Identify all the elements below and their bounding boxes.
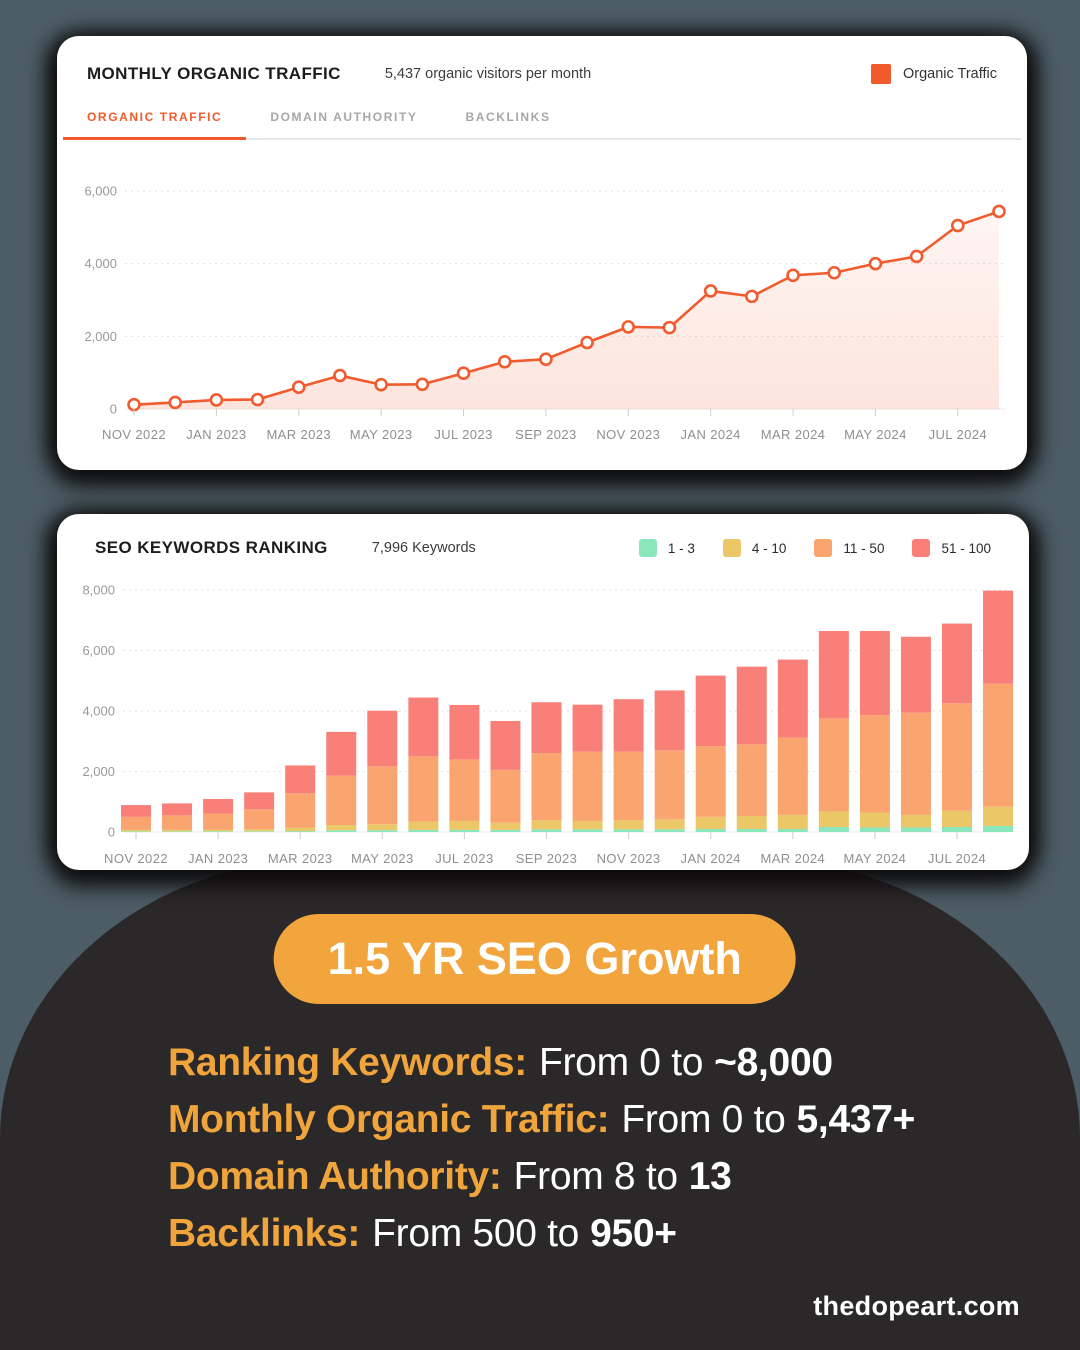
stat-domain-authority: Domain Authority: From 8 to 13: [168, 1148, 915, 1205]
stat-mid: From 8 to: [513, 1155, 678, 1198]
svg-text:JAN 2024: JAN 2024: [681, 851, 741, 866]
stat-ranking-keywords: Ranking Keywords: From 0 to ~8,000: [168, 1034, 915, 1091]
stat-value: 13: [688, 1155, 732, 1198]
legend-label-51-100: 51 - 100: [941, 540, 991, 556]
organic-traffic-legend-label: Organic Traffic: [902, 66, 997, 82]
growth-stats: Ranking Keywords: From 0 to ~8,000 Monthly…: [168, 1034, 915, 1262]
tab-domain-authority[interactable]: DOMAIN AUTHORITY: [270, 110, 418, 124]
svg-text:MAR 2023: MAR 2023: [266, 427, 331, 442]
svg-text:2,000: 2,000: [84, 329, 117, 344]
legend-item-51-100: 51 - 100: [912, 539, 991, 557]
legend-label-4-10: 4 - 10: [751, 540, 787, 556]
svg-text:2,000: 2,000: [82, 764, 115, 779]
svg-text:6,000: 6,000: [82, 643, 115, 658]
swatch-1-3: [638, 539, 657, 557]
stat-monthly-organic-traffic: Monthly Organic Traffic: From 0 to 5,437+: [168, 1091, 915, 1148]
stat-backlinks: Backlinks: From 500 to 950+: [168, 1205, 915, 1262]
organic-traffic-card: MONTHLY ORGANIC TRAFFIC 5,437 organic vi…: [57, 36, 1027, 470]
svg-text:JUL 2023: JUL 2023: [434, 427, 492, 442]
keywords-card-header: SEO KEYWORDS RANKING 7,996 Keywords 1 - …: [57, 514, 1029, 558]
svg-text:MAR 2023: MAR 2023: [268, 851, 333, 866]
svg-text:MAY 2024: MAY 2024: [844, 427, 907, 442]
legend-item-4-10: 4 - 10: [722, 539, 787, 557]
svg-text:MAY 2023: MAY 2023: [351, 851, 414, 866]
svg-text:4,000: 4,000: [84, 256, 117, 271]
svg-text:NOV 2023: NOV 2023: [597, 851, 661, 866]
stat-value: 5,437+: [796, 1098, 916, 1141]
stat-mid: From 500 to: [372, 1212, 580, 1255]
svg-text:SEP 2023: SEP 2023: [516, 851, 578, 866]
svg-text:NOV 2022: NOV 2022: [102, 427, 166, 442]
stat-label: Backlinks:: [168, 1212, 361, 1255]
svg-text:6,000: 6,000: [84, 184, 117, 199]
organic-traffic-swatch: [870, 64, 891, 84]
growth-badge: 1.5 YR SEO Growth: [273, 914, 796, 1004]
traffic-tabs: ORGANIC TRAFFIC DOMAIN AUTHORITY BACKLIN…: [63, 110, 1021, 140]
svg-text:JAN 2023: JAN 2023: [186, 427, 246, 442]
swatch-11-50: [814, 539, 833, 557]
svg-text:MAR 2024: MAR 2024: [761, 427, 826, 442]
traffic-card-subtitle: 5,437 organic visitors per month: [384, 66, 592, 82]
stat-value: 950+: [590, 1212, 677, 1255]
brand-watermark: thedopeart.com: [813, 1291, 1020, 1321]
svg-text:MAY 2024: MAY 2024: [844, 851, 907, 866]
keywords-ranking-card: SEO KEYWORDS RANKING 7,996 Keywords 1 - …: [57, 514, 1029, 870]
svg-text:JUL 2024: JUL 2024: [929, 427, 987, 442]
keywords-legend: 1 - 3 4 - 10 11 - 50 51 - 100: [638, 539, 991, 557]
stat-mid: From 0 to: [621, 1098, 786, 1141]
traffic-legend: Organic Traffic: [870, 64, 997, 84]
stat-label: Monthly Organic Traffic:: [168, 1098, 610, 1141]
svg-text:4,000: 4,000: [82, 704, 115, 719]
traffic-card-header: MONTHLY ORGANIC TRAFFIC 5,437 organic vi…: [57, 36, 1027, 84]
traffic-card-title: MONTHLY ORGANIC TRAFFIC: [87, 64, 341, 83]
svg-text:JUL 2024: JUL 2024: [928, 851, 986, 866]
tab-backlinks[interactable]: BACKLINKS: [465, 110, 551, 124]
legend-label-11-50: 11 - 50: [843, 540, 885, 556]
svg-text:0: 0: [110, 402, 117, 417]
svg-text:SEP 2023: SEP 2023: [515, 427, 577, 442]
svg-text:JAN 2024: JAN 2024: [681, 427, 741, 442]
stat-label: Ranking Keywords:: [168, 1041, 527, 1084]
keywords-stacked-bar-chart: 0 2,000 4,000 6,000 8,000 NOV 2022 JAN 2023 MAR…: [82, 583, 1014, 866]
legend-item-1-3: 1 - 3: [638, 539, 695, 557]
organic-traffic-line-chart: 0 2,000 4,000 6,000 NOV 2022 JAN 2023 MAR 2023…: [84, 184, 1006, 442]
stat-label: Domain Authority:: [168, 1155, 502, 1198]
svg-text:8,000: 8,000: [82, 583, 115, 598]
svg-text:0: 0: [108, 825, 115, 840]
svg-text:JUL 2023: JUL 2023: [435, 851, 493, 866]
svg-text:NOV 2022: NOV 2022: [104, 851, 168, 866]
svg-text:MAY 2023: MAY 2023: [350, 427, 413, 442]
legend-item-11-50: 11 - 50: [814, 539, 884, 557]
svg-text:MAR 2024: MAR 2024: [760, 851, 825, 866]
keywords-card-subtitle: 7,996 Keywords: [371, 540, 476, 556]
swatch-4-10: [722, 539, 741, 557]
svg-text:JAN 2023: JAN 2023: [188, 851, 248, 866]
tab-organic-traffic[interactable]: ORGANIC TRAFFIC: [63, 110, 247, 140]
legend-label-1-3: 1 - 3: [667, 540, 695, 556]
stat-value: ~8,000: [714, 1041, 833, 1084]
keywords-card-title: SEO KEYWORDS RANKING: [95, 538, 328, 557]
stat-mid: From 0 to: [538, 1041, 704, 1084]
svg-text:NOV 2023: NOV 2023: [596, 427, 660, 442]
swatch-51-100: [912, 539, 931, 557]
